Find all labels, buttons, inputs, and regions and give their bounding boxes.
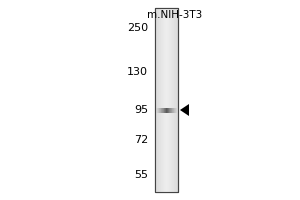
- Bar: [159, 108, 160, 112]
- Bar: [161, 8, 162, 192]
- Polygon shape: [180, 104, 189, 116]
- Bar: [169, 108, 170, 112]
- Bar: [158, 108, 159, 112]
- Bar: [170, 108, 171, 112]
- Bar: [165, 108, 166, 112]
- Bar: [162, 108, 163, 112]
- Bar: [167, 108, 168, 112]
- Bar: [161, 108, 162, 112]
- Bar: [164, 108, 165, 112]
- Bar: [172, 8, 173, 192]
- Bar: [155, 8, 178, 192]
- Bar: [171, 8, 172, 192]
- Bar: [176, 8, 177, 192]
- Bar: [172, 108, 173, 112]
- Bar: [168, 8, 169, 192]
- Bar: [166, 108, 167, 112]
- Bar: [169, 8, 170, 192]
- Bar: [160, 8, 161, 192]
- Bar: [157, 8, 158, 192]
- Bar: [173, 108, 174, 112]
- Bar: [155, 8, 178, 192]
- Text: 95: 95: [134, 105, 148, 115]
- Text: 130: 130: [127, 67, 148, 77]
- Bar: [175, 108, 176, 112]
- Bar: [156, 108, 157, 112]
- Bar: [175, 8, 176, 192]
- Bar: [174, 108, 175, 112]
- Bar: [157, 108, 158, 112]
- Bar: [164, 8, 165, 192]
- Text: m.NIH-3T3: m.NIH-3T3: [147, 10, 203, 20]
- Bar: [173, 8, 174, 192]
- Text: 250: 250: [127, 23, 148, 33]
- Bar: [166, 8, 167, 192]
- Bar: [176, 108, 177, 112]
- Bar: [163, 8, 164, 192]
- Bar: [156, 8, 157, 192]
- Bar: [167, 8, 168, 192]
- Bar: [165, 8, 166, 192]
- Text: 55: 55: [134, 170, 148, 180]
- Bar: [160, 108, 161, 112]
- Bar: [170, 8, 171, 192]
- Bar: [171, 108, 172, 112]
- Bar: [160, 108, 161, 112]
- Bar: [160, 8, 161, 192]
- Bar: [158, 8, 159, 192]
- Bar: [159, 8, 160, 192]
- Text: 72: 72: [134, 135, 148, 145]
- Bar: [174, 8, 175, 192]
- Bar: [162, 8, 163, 192]
- Bar: [168, 108, 169, 112]
- Bar: [163, 108, 164, 112]
